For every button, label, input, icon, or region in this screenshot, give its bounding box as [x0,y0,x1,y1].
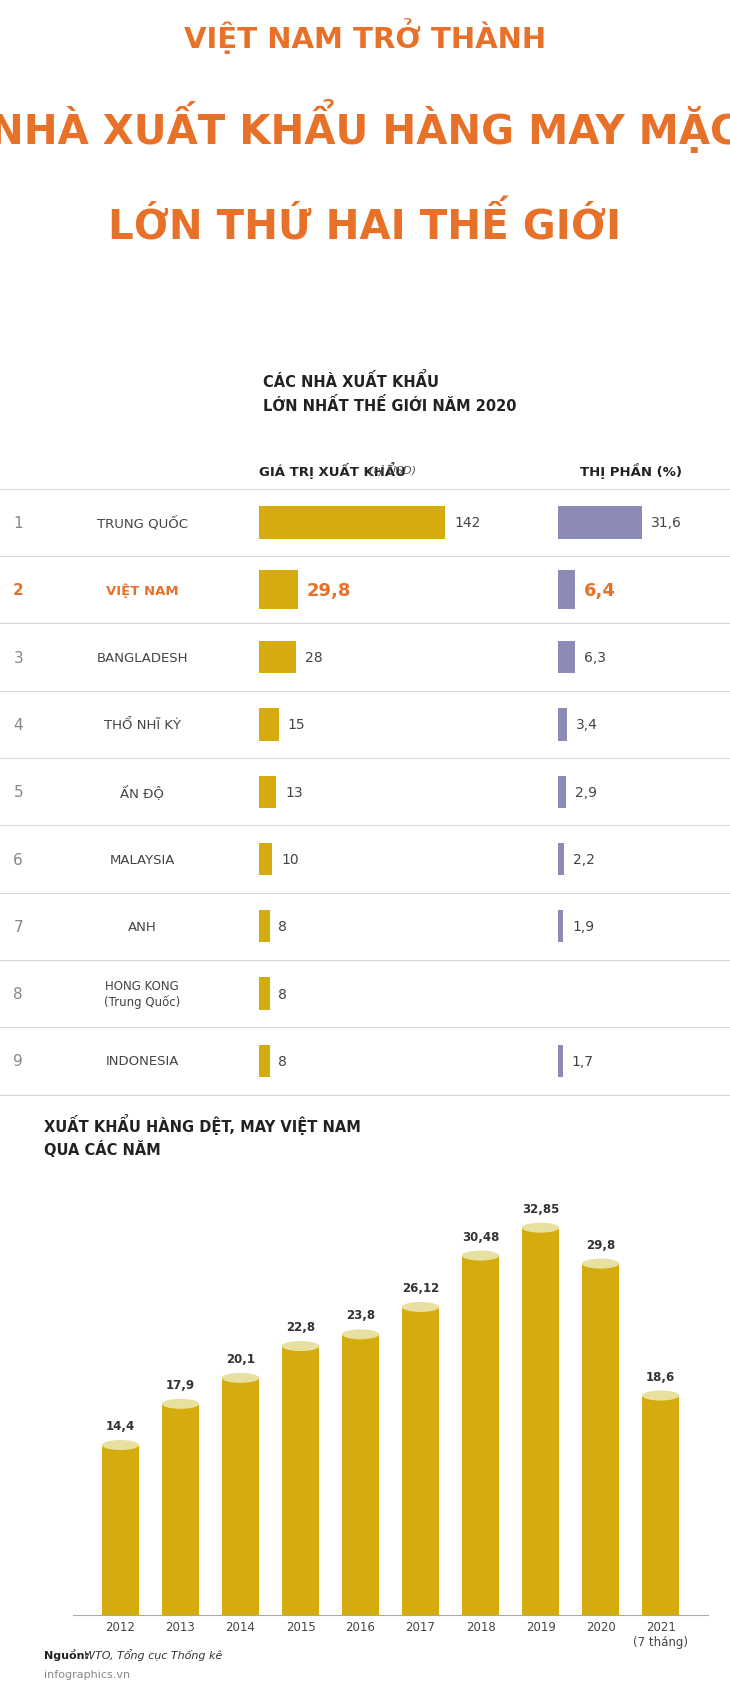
Text: 8: 8 [278,987,288,1001]
Text: VIỆT NAM TRỞ THÀNH: VIỆT NAM TRỞ THÀNH [184,19,546,54]
Text: THỊ PHẦN (%): THỊ PHẦN (%) [580,463,683,479]
FancyBboxPatch shape [259,1045,269,1078]
Text: INDONESIA: INDONESIA [106,1055,179,1068]
FancyBboxPatch shape [259,910,269,944]
Text: 18,6: 18,6 [646,1369,675,1383]
Bar [642,1396,679,1615]
Text: 3,4: 3,4 [576,718,598,732]
Ellipse shape [342,1329,379,1339]
Text: 8: 8 [13,987,23,1001]
Bar [162,1404,199,1615]
Text: TRUNG QUỐC: TRUNG QUỐC [97,516,188,530]
Text: 7: 7 [13,920,23,934]
Text: 28: 28 [304,651,322,664]
Text: 32,85: 32,85 [522,1203,559,1214]
FancyBboxPatch shape [259,977,269,1011]
Text: 20,1: 20,1 [226,1352,255,1366]
Bar [102,1445,139,1615]
Text: CÁC NHÀ XUẤT KHẨU
LỚN NHẤT THẾ GIỚI NĂM 2020: CÁC NHÀ XUẤT KHẨU LỚN NHẤT THẾ GIỚI NĂM … [263,372,516,414]
FancyBboxPatch shape [558,708,567,742]
FancyBboxPatch shape [259,570,299,611]
FancyBboxPatch shape [259,708,279,742]
Text: 13: 13 [285,785,302,799]
Text: MALAYSIA: MALAYSIA [110,853,175,866]
Text: 15: 15 [288,718,305,732]
Text: 23,8: 23,8 [346,1309,375,1322]
Text: 1,9: 1,9 [572,920,594,934]
Text: 3: 3 [13,651,23,664]
Text: VIỆT NAM: VIỆT NAM [106,584,179,597]
Text: THỔ NHĨ KỲ: THỔ NHĨ KỲ [104,718,181,732]
Bar [402,1307,439,1615]
Text: 6: 6 [13,853,23,866]
Ellipse shape [642,1391,679,1401]
FancyBboxPatch shape [259,641,296,674]
Ellipse shape [522,1223,559,1233]
Text: ẤN ĐỘ: ẤN ĐỘ [120,785,164,799]
Text: XUẤT KHẨU HÀNG DỆT, MAY VIỆT NAM
QUA CÁC NĂM: XUẤT KHẨU HÀNG DỆT, MAY VIỆT NAM QUA CÁC… [44,1113,361,1157]
Text: 6,3: 6,3 [584,651,606,664]
FancyBboxPatch shape [558,570,575,611]
Text: 6,4: 6,4 [584,582,616,599]
Text: 2,9: 2,9 [575,785,597,799]
Ellipse shape [582,1258,619,1268]
Text: 29,8: 29,8 [586,1238,615,1251]
FancyBboxPatch shape [259,506,445,540]
Ellipse shape [222,1373,259,1383]
Text: 8: 8 [278,1055,288,1068]
Text: 2: 2 [13,584,23,597]
FancyBboxPatch shape [558,775,566,809]
Bar [222,1378,259,1615]
Text: 2,2: 2,2 [573,853,595,866]
Text: HONG KONG
(Trung Quốc): HONG KONG (Trung Quốc) [104,979,180,1009]
Text: 29,8: 29,8 [307,582,351,599]
Text: (tỷ USD): (tỷ USD) [369,466,416,476]
Text: WTO, Tổng cục Thống kê: WTO, Tổng cục Thống kê [84,1648,223,1660]
FancyBboxPatch shape [259,843,272,876]
Text: 8: 8 [278,920,288,934]
Text: 9: 9 [13,1055,23,1068]
Text: BANGLADESH: BANGLADESH [96,651,188,664]
FancyBboxPatch shape [259,775,276,809]
Ellipse shape [282,1341,319,1351]
Ellipse shape [402,1302,439,1312]
Text: 10: 10 [281,853,299,866]
Text: 22,8: 22,8 [286,1320,315,1334]
Text: 17,9: 17,9 [166,1378,195,1391]
FancyBboxPatch shape [558,506,642,540]
Ellipse shape [162,1399,199,1410]
Text: 4: 4 [13,718,23,732]
Text: 30,48: 30,48 [462,1230,499,1243]
Bar [342,1334,379,1615]
FancyBboxPatch shape [558,641,575,674]
Text: 1: 1 [13,516,23,530]
Bar [282,1346,319,1615]
Ellipse shape [462,1251,499,1262]
Text: 31,6: 31,6 [651,516,682,530]
Text: 14,4: 14,4 [106,1420,135,1433]
Ellipse shape [102,1440,139,1450]
FancyBboxPatch shape [558,910,564,944]
Text: 142: 142 [454,516,480,530]
Bar [582,1263,619,1615]
Text: ANH: ANH [128,920,157,934]
Bar [462,1256,499,1615]
Text: NHÀ XUẤT KHẨU HÀNG MAY MẶC: NHÀ XUẤT KHẨU HÀNG MAY MẶC [0,99,730,153]
FancyBboxPatch shape [558,843,564,876]
Text: 1,7: 1,7 [572,1055,593,1068]
Text: infographics.vn: infographics.vn [44,1669,130,1679]
Bar [522,1228,559,1615]
Text: Nguồn:: Nguồn: [44,1648,89,1660]
Text: GIÁ TRỊ XUẤT KHẨU: GIÁ TRỊ XUẤT KHẨU [259,463,406,479]
Text: LỚN THỨ HAI THẾ GIỚI: LỚN THỨ HAI THẾ GIỚI [109,205,621,249]
Text: 5: 5 [13,785,23,799]
Text: 26,12: 26,12 [402,1282,439,1293]
FancyBboxPatch shape [558,1045,563,1078]
